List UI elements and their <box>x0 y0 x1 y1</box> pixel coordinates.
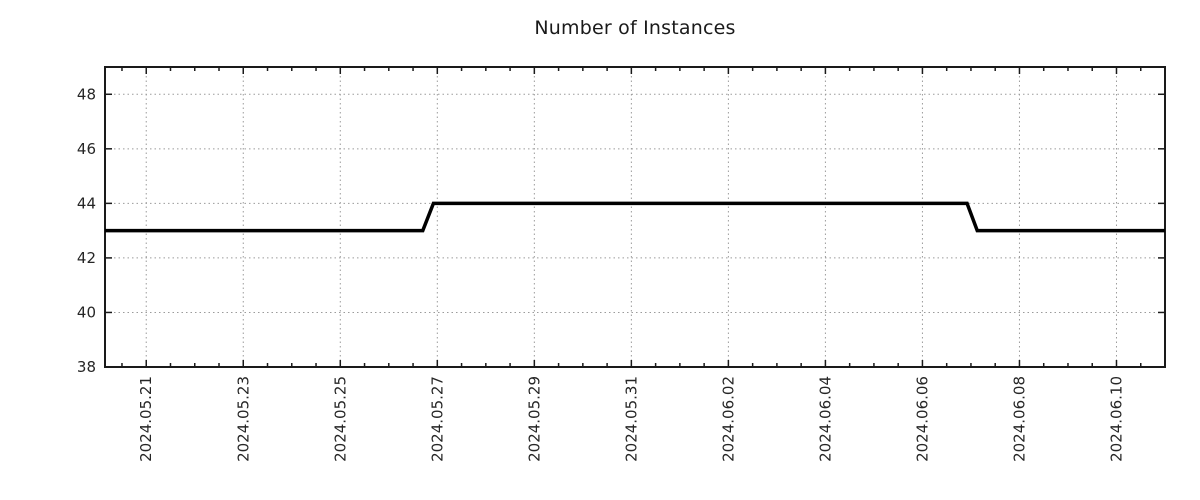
plot-border <box>104 66 1166 368</box>
series-line-instances <box>105 201 1165 233</box>
x-tick-label: 2024.05.27 <box>428 376 446 462</box>
gridlines <box>105 67 1165 368</box>
y-axis-labels: 38 40 42 44 46 48 <box>77 85 96 376</box>
y-tick-label: 42 <box>77 249 96 267</box>
y-tick-label: 40 <box>77 303 96 321</box>
x-tick-label: 2024.05.25 <box>331 376 349 462</box>
y-tick-label: 48 <box>77 85 96 103</box>
chart-title: Number of Instances <box>534 17 736 39</box>
x-tick-label: 2024.05.23 <box>234 376 252 462</box>
x-tick-label: 2024.06.06 <box>913 376 931 462</box>
x-tick-label: 2024.06.08 <box>1010 376 1028 462</box>
x-tick-label: 2024.05.31 <box>622 376 640 462</box>
data-series <box>105 201 1165 233</box>
x-axis-labels: 2024.05.21 2024.05.23 2024.05.25 2024.05.27… <box>137 376 1125 462</box>
x-tick-label: 2024.05.21 <box>137 376 155 462</box>
x-tick-label: 2024.06.10 <box>1107 376 1125 462</box>
y-tick-label: 38 <box>77 358 96 376</box>
y-tick-label: 44 <box>77 194 96 212</box>
x-tick-label: 2024.05.29 <box>525 376 543 462</box>
x-tick-label: 2024.06.04 <box>816 376 834 462</box>
axis-ticks <box>105 67 1165 368</box>
y-tick-label: 46 <box>77 140 96 158</box>
x-tick-label: 2024.06.02 <box>719 376 737 462</box>
